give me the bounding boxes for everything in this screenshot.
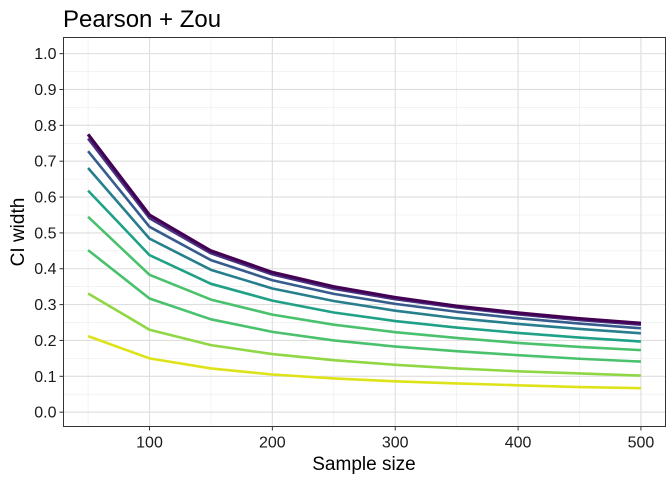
x-tick-label: 300 <box>382 435 409 452</box>
series-line <box>87 249 641 363</box>
y-tick-label: 0.5 <box>34 225 56 242</box>
y-tick-label: 0.2 <box>34 333 56 350</box>
major-grid <box>63 37 666 427</box>
y-axis-title: CI width <box>8 198 29 267</box>
series-line <box>86 133 642 325</box>
y-tick-label: 0.4 <box>34 261 56 278</box>
y-tick-label: 0.8 <box>34 118 56 135</box>
series-line <box>87 292 641 377</box>
x-tick-label: 500 <box>628 435 655 452</box>
x-axis: 100 200 300 400 500 <box>136 426 655 452</box>
y-axis: 0.0 0.1 0.2 0.3 0.4 0.5 0.6 0.7 0.8 0.9 1.0 <box>34 46 64 422</box>
y-tick-label: 0.0 <box>34 405 56 422</box>
plot-panel <box>63 37 666 427</box>
y-tick-label: 0.3 <box>34 297 56 314</box>
plot-border <box>63 37 666 427</box>
y-tick-label: 1.0 <box>34 46 56 63</box>
x-tick-label: 100 <box>136 435 163 452</box>
minor-grid <box>63 37 666 427</box>
y-tick-label: 0.1 <box>34 369 56 386</box>
x-tick-label: 400 <box>505 435 532 452</box>
series-line <box>87 167 642 335</box>
y-tick-label: 0.9 <box>34 82 56 99</box>
series-line <box>87 189 642 343</box>
x-tick-label: 200 <box>259 435 286 452</box>
y-tick-label: 0.6 <box>34 190 56 207</box>
series-line <box>87 334 641 390</box>
series-line <box>87 150 642 330</box>
y-tick-label: 0.7 <box>34 154 56 171</box>
chart-title: Pearson + Zou <box>63 6 221 33</box>
series-lines <box>86 133 642 390</box>
x-axis-title: Sample size <box>312 454 416 475</box>
series-line <box>87 215 641 352</box>
